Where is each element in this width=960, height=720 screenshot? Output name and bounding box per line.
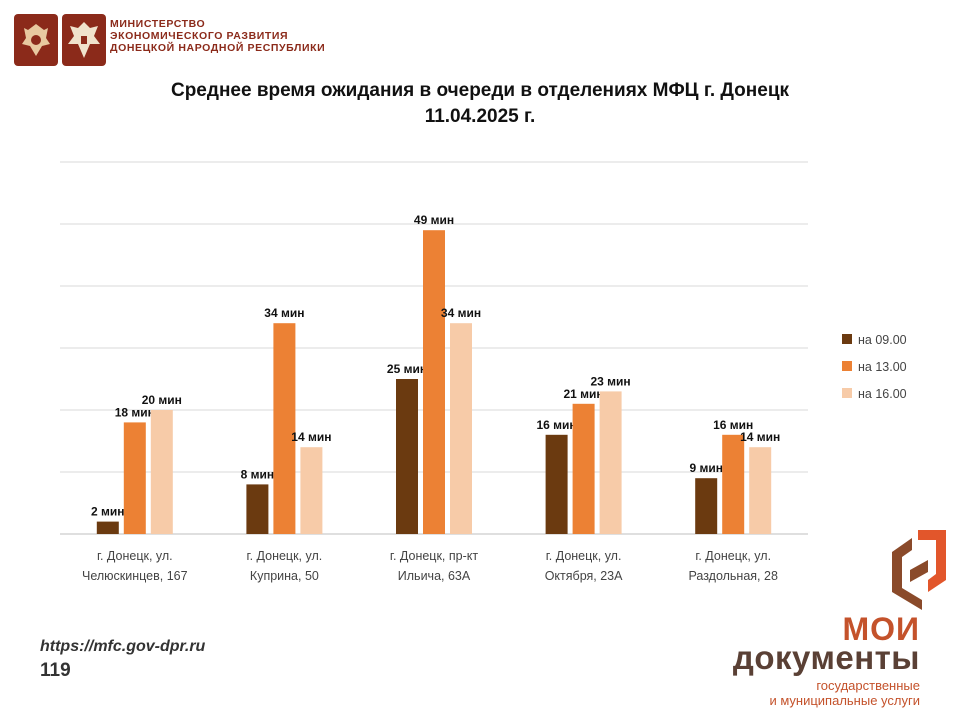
data-label: 14 мин [291, 430, 331, 444]
bar [246, 484, 269, 534]
data-label: 49 мин [414, 213, 454, 227]
ministry-line-3: ДОНЕЦКОЙ НАРОДНОЙ РЕСПУБЛИКИ [110, 42, 326, 54]
bar [695, 478, 718, 534]
page-number: 119 [40, 660, 71, 681]
moi-dokumenty-logo-icon [892, 530, 946, 610]
data-label: 14 мин [740, 430, 780, 444]
data-label: 23 мин [591, 374, 631, 388]
bar [123, 422, 146, 534]
data-label: 2 мин [91, 505, 125, 519]
coat-of-arms-icon [14, 14, 58, 66]
x-tick-label: г. Донецк, пр-кт [390, 549, 478, 563]
data-label: 8 мин [241, 467, 275, 481]
legend-item: на 16.00 [858, 387, 907, 401]
bar [722, 434, 745, 534]
brand-sub-line-2: и муниципальные услуги [769, 693, 920, 708]
ministry-line-1: МИНИСТЕРСТВО [110, 18, 206, 30]
bar [450, 323, 472, 534]
bar [96, 521, 119, 534]
bar [749, 447, 772, 534]
bar [423, 230, 445, 534]
brand-line-2: документы [732, 639, 920, 676]
brand-line-1: МОИ [842, 611, 920, 647]
data-label: 18 мин [115, 405, 155, 419]
data-label: 25 мин [387, 362, 427, 376]
bar [545, 434, 568, 534]
x-tick-label: Раздольная, 28 [688, 569, 777, 583]
bar [599, 391, 622, 534]
x-tick-label: Октября, 23А [545, 569, 623, 583]
website-link[interactable]: https://mfc.gov-dpr.ru [40, 638, 206, 655]
bar [150, 410, 173, 534]
coat-of-arms-icon [62, 14, 106, 66]
legend-item: на 13.00 [858, 360, 907, 374]
x-tick-label: г. Донецк, ул. [247, 549, 323, 563]
bar [396, 379, 418, 534]
x-tick-label: Челюскинцев, 167 [82, 569, 188, 583]
chart-subtitle: 11.04.2025 г. [424, 106, 536, 127]
data-label: 34 мин [441, 306, 481, 320]
data-label: 20 мин [142, 393, 182, 407]
x-tick-label: Куприна, 50 [250, 569, 319, 583]
legend-swatch [842, 388, 852, 398]
ministry-line-2: ЭКОНОМИЧЕСКОГО РАЗВИТИЯ [110, 30, 289, 42]
data-label: 34 мин [264, 306, 304, 320]
data-label: 21 мин [564, 387, 604, 401]
legend-swatch [842, 361, 852, 371]
bar [300, 447, 323, 534]
data-label: 16 мин [537, 418, 577, 432]
legend-item: на 09.00 [858, 333, 907, 347]
brand-sub-line-1: государственные [816, 678, 920, 693]
legend-swatch [842, 334, 852, 344]
brand-subtitle: государственные и муниципальные услуги [769, 678, 920, 708]
x-tick-label: Ильича, 63А [398, 569, 471, 583]
x-tick-label: г. Донецк, ул. [546, 549, 622, 563]
chart-title-block: Среднее время ожидания в очереди в отдел… [0, 78, 960, 130]
bar [572, 403, 595, 534]
ministry-name: МИНИСТЕРСТВО ЭКОНОМИЧЕСКОГО РАЗВИТИЯ ДОН… [110, 18, 325, 54]
data-label: 16 мин [713, 418, 753, 432]
chart-title: Среднее время ожидания в очереди в отдел… [170, 80, 790, 101]
x-tick-label: г. Донецк, ул. [695, 549, 771, 563]
data-label: 9 мин [689, 461, 723, 475]
bar [273, 323, 296, 534]
x-tick-label: г. Донецк, ул. [97, 549, 173, 563]
